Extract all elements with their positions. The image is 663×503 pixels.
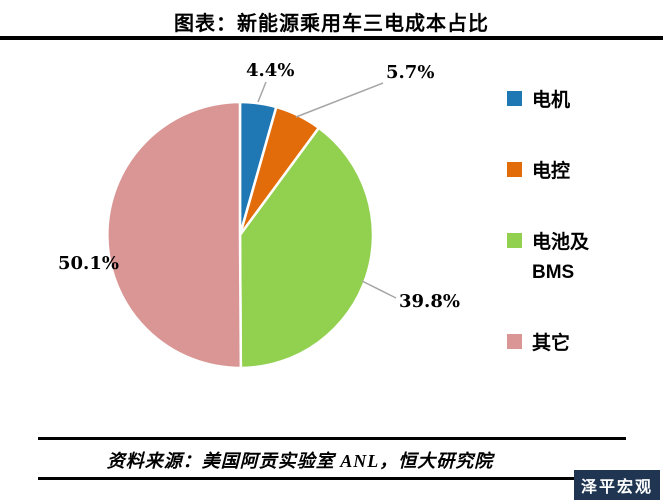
slice-label-other: 50.1% bbox=[58, 253, 119, 274]
legend: 电机 电控 电池及BMS 其它 bbox=[507, 86, 637, 358]
leader-line-motor bbox=[257, 81, 267, 103]
legend-item-label: 其它 bbox=[532, 332, 571, 354]
title-divider bbox=[0, 36, 663, 40]
legend-item-motor: 电机 bbox=[507, 86, 637, 115]
watermark-badge: 泽平宏观 bbox=[574, 470, 660, 500]
legend-swatch-motor bbox=[507, 91, 522, 106]
slice-label-motor: 4.4% bbox=[246, 60, 295, 81]
legend-swatch-other bbox=[507, 333, 522, 349]
legend-swatch-control bbox=[507, 162, 522, 178]
leader-line-battery bbox=[361, 280, 397, 299]
slice-label-control: 5.7% bbox=[386, 62, 435, 83]
legend-item-other: 其它 bbox=[507, 329, 637, 358]
source-text: 资料来源：美国阿贡实验室 ANL，恒大研究院 bbox=[106, 451, 494, 471]
legend-item-label: 电控 bbox=[532, 161, 571, 183]
pie-slice-2 bbox=[238, 126, 375, 370]
legend-item-label: 电池及BMS bbox=[532, 232, 590, 283]
legend-item-label: 电机 bbox=[532, 90, 571, 111]
legend-item-control: 电控 bbox=[507, 157, 637, 186]
pie-slices bbox=[106, 100, 375, 370]
legend-swatch-battery bbox=[507, 233, 522, 249]
pie-chart bbox=[106, 81, 397, 370]
chart-title: 图表：新能源乘用车三电成本占比 bbox=[174, 13, 489, 35]
pie-slice-3 bbox=[106, 100, 243, 370]
slice-label-battery: 39.8% bbox=[399, 291, 460, 312]
legend-item-battery: 电池及BMS bbox=[507, 228, 637, 287]
footer-divider-bottom bbox=[38, 477, 578, 480]
leader-line-control bbox=[295, 82, 384, 118]
footer-divider-top bbox=[38, 437, 626, 440]
